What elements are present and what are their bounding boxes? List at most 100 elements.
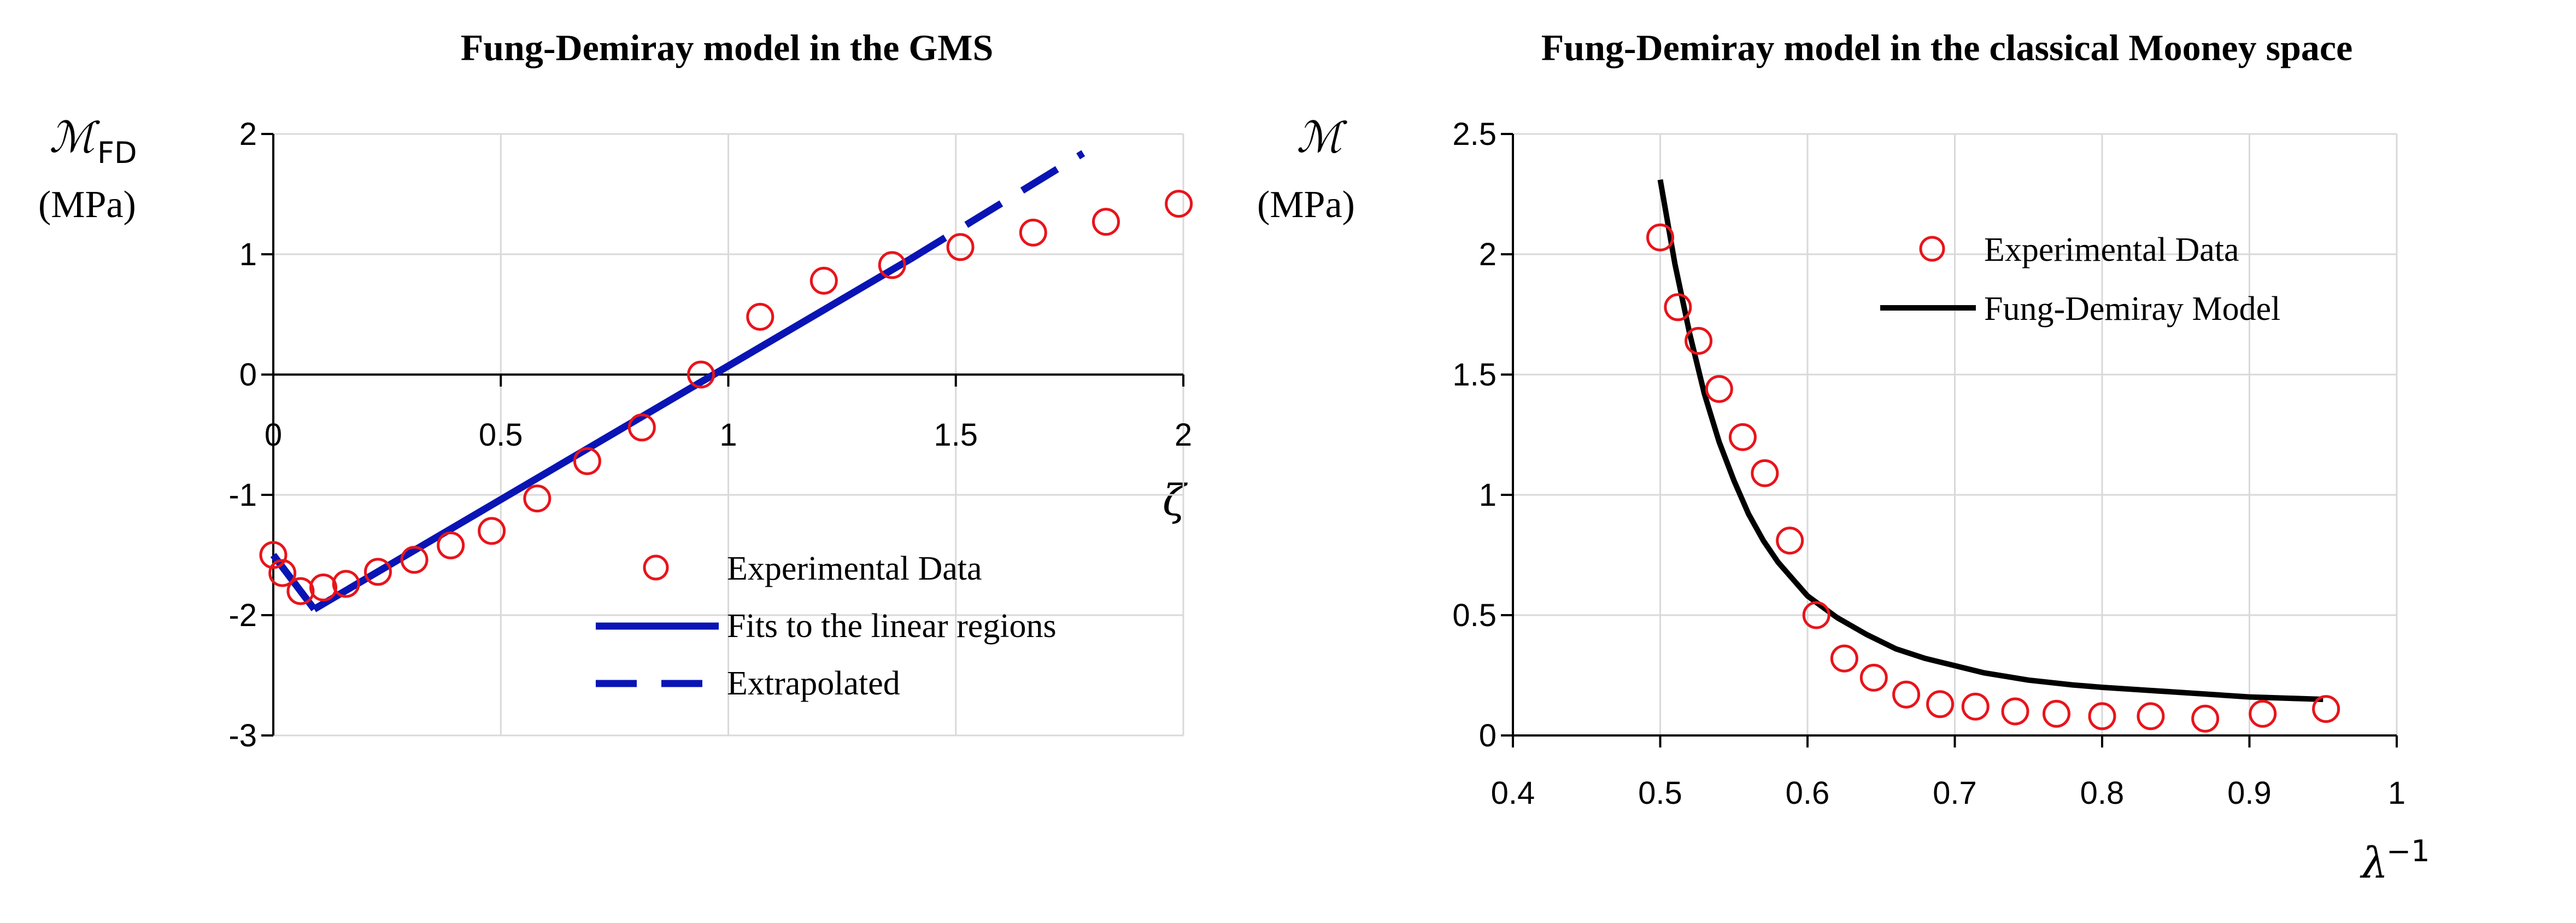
x-tick-label: 1 [2388,775,2405,811]
y-axis-unit: (MPa) [1257,184,1355,226]
y-tick-label: 0 [1479,718,1497,753]
x-tick-labels: 0.4 0.5 0.6 0.7 0.8 0.9 1 [1491,775,2405,811]
data-point [1664,293,1692,322]
legend-label-extrapolated: Extrapolated [727,665,900,702]
y-tick-label: 2.5 [1452,116,1497,152]
data-point [1802,601,1830,629]
y-tick-labels: 2 1 0 -1 -2 -3 [228,116,257,753]
data-point [400,546,429,574]
data-point [268,559,297,587]
x-tick-label: 0 [265,417,282,453]
data-point [1728,423,1757,451]
legend-label-fits: Fits to the linear regions [727,607,1057,645]
y-axis-subscript: FD [97,136,137,170]
fit-lines [270,150,1085,612]
legend-label-model: Fung-Demiray Model [1984,290,2280,328]
x-tick-label: 0.6 [1786,775,1830,811]
x-tick-label: 0.8 [2080,775,2125,811]
data-point [309,573,338,601]
data-points [1646,223,2340,733]
legend-label-experimental: Experimental Data [1984,231,2239,268]
data-point [1165,190,1193,218]
chart-right: Fung-Demiray model in the classical Moon… [1257,27,2430,888]
data-point [437,531,465,559]
y-tick-label: 0.5 [1452,598,1497,633]
y-tick-label: 1 [239,237,257,272]
data-point [809,266,838,295]
axes [1501,133,2398,747]
data-point [1859,663,1888,692]
x-axis-exponent: −1 [2386,834,2430,868]
data-point [1751,459,1779,487]
y-tick-label: -2 [228,598,257,633]
data-point [363,558,392,586]
chart-title: Fung-Demiray model in the GMS [461,27,994,68]
y-tick-labels: 2.5 2 1.5 1 0.5 0 [1452,116,1497,753]
data-point [286,577,315,605]
legend-marker-experimental [643,554,669,581]
chart-title: Fung-Demiray model in the classical Moon… [1541,27,2353,68]
data-point [2312,695,2340,723]
legend: Experimental Data Fits to the linear reg… [596,550,1057,702]
x-tick-label: 2 [1175,417,1192,453]
x-tick-label: 1 [719,417,737,453]
model-line [1657,179,2323,702]
y-axis-symbol: ℳ [49,113,101,162]
data-point [1830,644,1858,673]
chart-left: Fung-Demiray model in the GMS ℳ FD (MPa)… [38,27,1193,753]
data-point [2001,697,2029,726]
data-point [746,302,774,331]
x-tick-label: 0.5 [1638,775,1682,811]
data-point [1776,527,1804,555]
y-axis-unit: (MPa) [38,184,136,226]
data-point [2137,702,2165,731]
y-tick-label: 2 [239,116,257,152]
legend-marker-experimental [1919,236,1945,262]
y-axis-label: ℳ FD (MPa) [38,113,137,226]
data-point [1646,223,1674,252]
x-tick-label: 0.5 [479,417,523,453]
y-axis-symbol: ℳ [1296,113,1348,162]
y-axis-label: ℳ (MPa) [1257,113,1355,226]
data-point [523,484,551,513]
data-point [1019,218,1047,247]
data-point [1926,690,1955,718]
data-points [259,190,1193,605]
data-point [478,517,506,545]
legend-label-experimental: Experimental Data [727,550,982,587]
data-point [1092,208,1120,236]
data-point [332,570,360,598]
y-tick-label: 1 [1479,477,1497,513]
x-tick-label: 0.7 [1933,775,1977,811]
data-point [2191,704,2220,733]
data-point [1961,692,1990,721]
x-tick-label: 1.5 [934,417,978,453]
x-tick-labels: 0 0.5 1 1.5 2 [265,417,1192,453]
data-point [1685,326,1713,355]
x-axis-symbol: λ [2360,839,2388,888]
data-point [573,447,601,475]
grid [1512,133,2398,737]
data-point [687,360,715,389]
axes [261,133,1184,737]
y-tick-label: 0 [239,357,257,393]
x-tick-label: 0.4 [1491,775,1535,811]
data-point [259,541,287,569]
x-tick-label: 0.9 [2227,775,2272,811]
series-line [1657,179,2323,702]
x-axis-label: λ −1 [2360,834,2430,888]
data-point [946,233,975,261]
series-line [312,256,912,612]
data-point [1705,375,1733,403]
y-tick-label: 2 [1479,237,1497,272]
y-tick-label: -1 [228,477,257,513]
data-point [1892,680,1921,709]
data-point [2042,699,2070,728]
data-point [627,413,656,442]
extrapolated-line [908,150,1085,262]
x-axis-label: ζ [1163,476,1188,525]
data-point [2249,699,2277,728]
y-tick-label: -3 [228,718,257,753]
data-point [878,251,906,279]
